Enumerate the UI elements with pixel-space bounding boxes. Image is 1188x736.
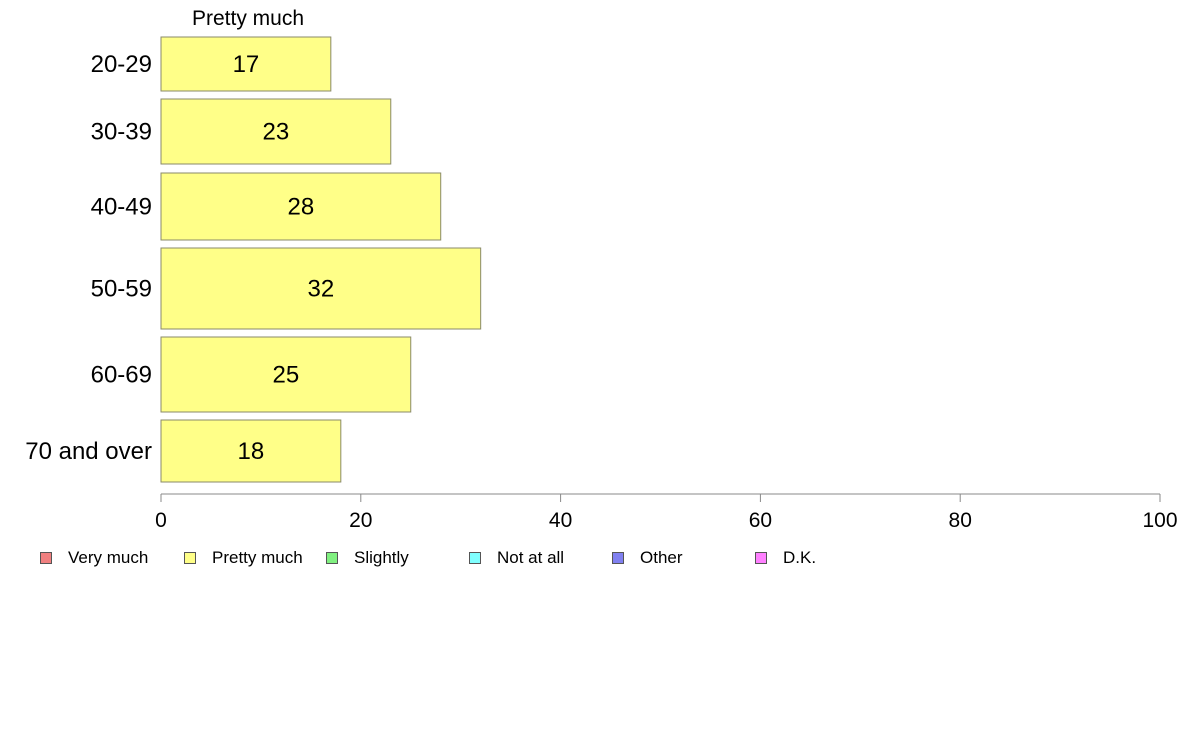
bar-value-label: 18 (238, 438, 265, 465)
bar-value-label: 32 (307, 276, 334, 303)
bar-value-label: 23 (263, 119, 290, 146)
category-label: 60-69 (91, 362, 152, 389)
legend-swatch (755, 552, 767, 564)
legend-label: Not at all (497, 548, 565, 567)
category-label: 30-39 (91, 119, 152, 146)
x-tick-label: 20 (349, 509, 372, 532)
legend-item: Not at all (469, 548, 564, 568)
x-tick-label: 0 (155, 509, 167, 532)
legend-item: D.K. (755, 548, 816, 568)
category-label: 40-49 (91, 194, 152, 221)
bar-1 (160, 98, 392, 165)
bar-value-label: 17 (233, 51, 260, 78)
legend-item: Slightly (326, 548, 409, 568)
legend-item: Pretty much (184, 548, 303, 568)
x-tick-label: 80 (949, 509, 972, 532)
x-axis: 0 20 40 60 80 100 (155, 493, 1178, 532)
series-label: Pretty much (192, 7, 304, 30)
legend: Very much Pretty much Slightly Not at all Ot… (40, 548, 940, 568)
bars-group: 17 20-29 23 30-39 28 40-49 32 50-59 25 60-69 18 70 … (25, 36, 482, 483)
x-tick-label: 100 (1142, 509, 1177, 532)
legend-label: Pretty much (212, 548, 303, 567)
category-label: 50-59 (91, 276, 152, 303)
legend-swatch (612, 552, 624, 564)
legend-label: Other (640, 548, 683, 567)
legend-label: D.K. (783, 548, 817, 567)
bar-2 (160, 172, 442, 241)
bar-0 (160, 36, 332, 92)
category-label: 70 and over (25, 438, 152, 465)
bar-3 (160, 247, 482, 330)
bar-value-label: 25 (273, 362, 300, 389)
category-label: 20-29 (91, 51, 152, 78)
bar-value-label: 28 (288, 194, 315, 221)
legend-swatch (40, 552, 52, 564)
legend-label: Very much (68, 548, 149, 567)
legend-swatch (326, 552, 338, 564)
x-tick-label: 60 (749, 509, 772, 532)
legend-item: Very much (40, 548, 148, 568)
legend-swatch (184, 552, 196, 564)
legend-item: Other (612, 548, 683, 568)
legend-swatch (469, 552, 481, 564)
x-tick-label: 40 (549, 509, 572, 532)
bar-4 (160, 336, 412, 413)
legend-label: Slightly (354, 548, 409, 567)
bar-5 (160, 419, 342, 483)
